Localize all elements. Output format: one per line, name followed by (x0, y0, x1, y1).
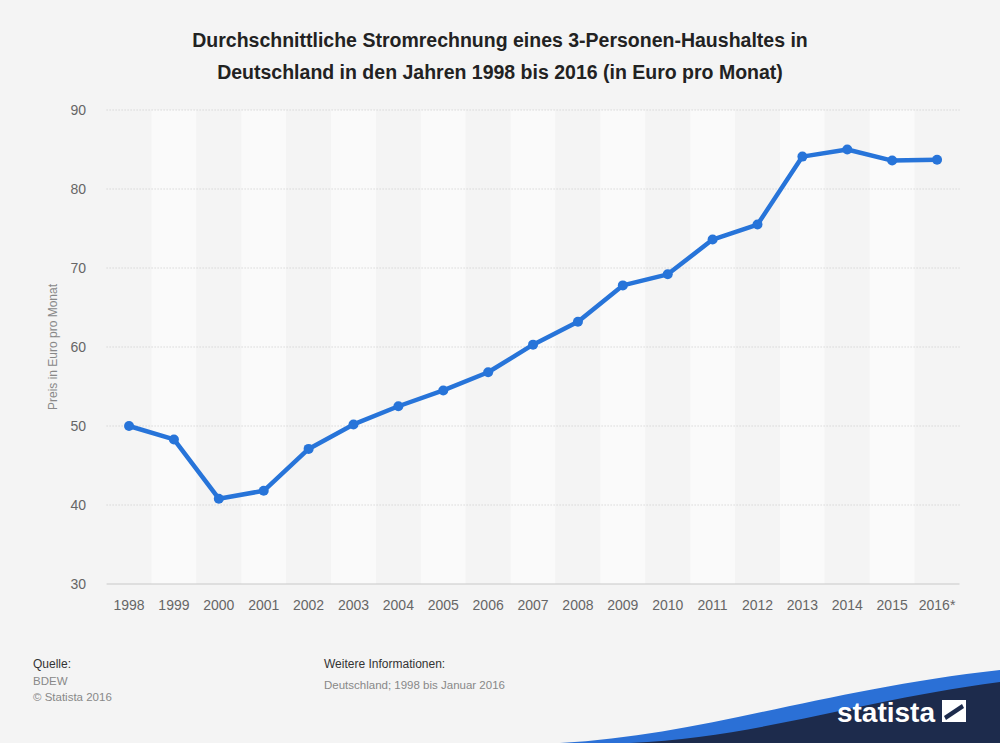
marker (708, 235, 718, 245)
marker (752, 220, 762, 230)
column-stripes (107, 110, 960, 584)
y-tick-label: 80 (70, 181, 86, 197)
marker (842, 145, 852, 155)
x-tick-label: 2010 (652, 597, 683, 613)
x-tick-label: 2004 (383, 597, 414, 613)
grid-line (107, 584, 960, 585)
x-tick-label: 2001 (248, 597, 279, 613)
x-tick-label: 2003 (338, 597, 369, 613)
y-axis-label: Preis in Euro pro Monat (46, 283, 60, 410)
copyright: © Statista 2016 (33, 691, 112, 703)
marker (573, 317, 583, 327)
x-tick-label: 2013 (787, 597, 818, 613)
x-tick-label: 2012 (742, 597, 773, 613)
marker (887, 156, 897, 166)
info-label: Weitere Informationen: (324, 657, 445, 671)
x-tick-label: 2005 (428, 597, 459, 613)
line (129, 150, 937, 499)
background (0, 0, 1000, 743)
y-tick-label: 60 (70, 339, 86, 355)
marker (304, 444, 314, 454)
y-tick-label: 90 (70, 102, 86, 118)
x-tick-label: 1998 (113, 597, 144, 613)
y-tick-label: 50 (70, 418, 86, 434)
footer-wave-dark (630, 682, 1000, 743)
x-tick-label: 2014 (832, 597, 863, 613)
chart: Durchschnittliche Stromrechnung eines 3-… (0, 0, 1000, 743)
logo-icon-mark (944, 704, 964, 720)
y-tick-label: 40 (70, 497, 86, 513)
marker (259, 486, 269, 496)
marker (932, 155, 942, 165)
marker (483, 367, 493, 377)
marker (528, 340, 538, 350)
x-tick-label: 2007 (517, 597, 548, 613)
stripe (511, 110, 556, 584)
x-tick-label: 2016* (919, 597, 956, 613)
grid-line (107, 189, 960, 190)
y-tick-label: 30 (70, 576, 86, 592)
x-tick-label: 2002 (293, 597, 324, 613)
source: BDEW (33, 675, 68, 687)
marker (438, 385, 448, 395)
marker (214, 494, 224, 504)
marker (348, 419, 358, 429)
plot (124, 145, 942, 504)
info: Deutschland; 1998 bis Januar 2016 (324, 679, 505, 691)
footer-wave (560, 670, 1000, 743)
source-label: Quelle: (33, 657, 71, 671)
grid-line (107, 505, 960, 506)
logo-icon (942, 700, 966, 722)
marker (169, 434, 179, 444)
grid-line (107, 268, 960, 269)
grid-line (107, 426, 960, 427)
marker (618, 280, 628, 290)
x-tick-label: 2015 (877, 597, 908, 613)
title: Durchschnittliche Stromrechnung eines 3-… (192, 29, 807, 83)
x-tick-label: 2011 (698, 597, 728, 613)
marker (663, 269, 673, 279)
marker (797, 152, 807, 162)
marker (393, 401, 403, 411)
x-tick-label: 2006 (473, 597, 504, 613)
y-tick-label: 70 (70, 260, 86, 276)
marker (124, 421, 134, 431)
x-tick-label: 2009 (607, 597, 638, 613)
x-tick-label: 2008 (562, 597, 593, 613)
x-tick-label: 2000 (203, 597, 234, 613)
logo: statista (837, 697, 935, 728)
grid-line (107, 110, 960, 111)
x-tick-label: 1999 (158, 597, 189, 613)
grid (107, 110, 960, 584)
